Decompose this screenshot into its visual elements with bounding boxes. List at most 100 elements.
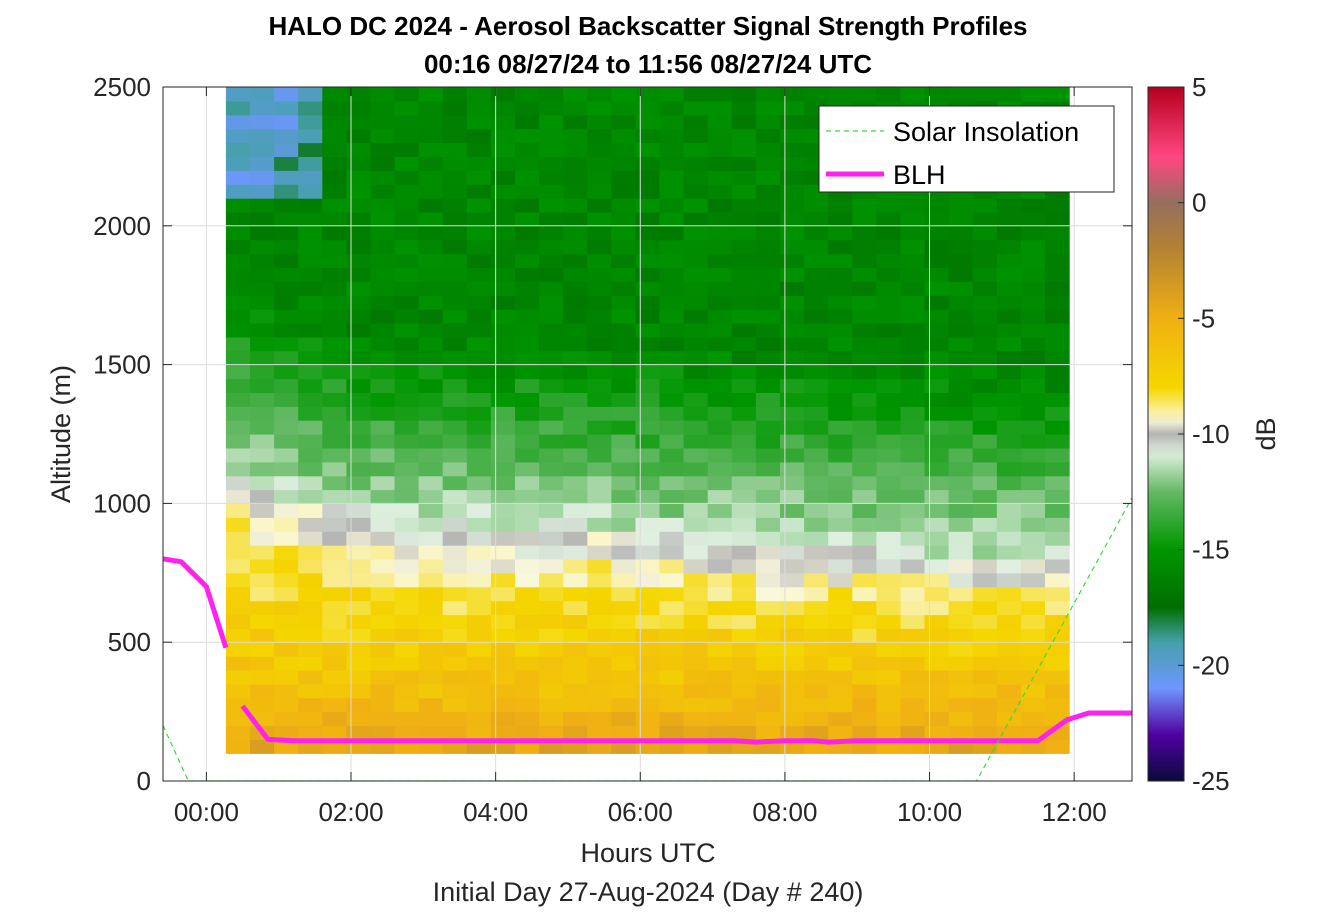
heatmap-cell bbox=[442, 267, 468, 282]
heatmap-cell bbox=[972, 211, 998, 227]
heatmap-cell bbox=[900, 447, 926, 463]
heatmap-cell bbox=[515, 683, 540, 699]
heatmap-cell bbox=[1020, 295, 1046, 310]
heatmap-cell bbox=[611, 281, 637, 296]
heatmap-cell bbox=[780, 545, 805, 560]
heatmap-cell bbox=[515, 336, 540, 352]
heatmap-cell bbox=[298, 295, 323, 310]
heatmap-cell bbox=[370, 350, 396, 366]
heatmap-cell bbox=[659, 489, 685, 504]
heatmap-cell bbox=[852, 323, 877, 338]
heatmap-cell bbox=[900, 323, 926, 338]
legend: Solar Insolation BLH bbox=[818, 105, 1115, 193]
heatmap-cell bbox=[587, 239, 612, 255]
heatmap-cell bbox=[466, 656, 492, 671]
heatmap-cell bbox=[587, 614, 612, 629]
heatmap-cell bbox=[442, 586, 468, 602]
heatmap-cell bbox=[972, 267, 998, 282]
heatmap-cell bbox=[924, 711, 950, 727]
heatmap-cell bbox=[225, 281, 251, 296]
heatmap-cell bbox=[876, 225, 902, 241]
heatmap-cell bbox=[442, 309, 468, 324]
heatmap-cell bbox=[539, 628, 564, 643]
heatmap-cell bbox=[1045, 670, 1070, 685]
heatmap-cell bbox=[635, 489, 661, 504]
colorbar-tick-label: -5 bbox=[1192, 303, 1215, 333]
heatmap-cell bbox=[370, 503, 396, 518]
heatmap-cell bbox=[683, 711, 709, 727]
heatmap-cell bbox=[322, 378, 347, 393]
heatmap-cell bbox=[683, 545, 709, 560]
heatmap-cell bbox=[852, 447, 877, 463]
heatmap-cell bbox=[515, 434, 540, 449]
heatmap-cell bbox=[587, 517, 612, 532]
heatmap-cell bbox=[972, 364, 998, 380]
heatmap-cell bbox=[274, 184, 299, 199]
heatmap-cell bbox=[539, 683, 564, 699]
heatmap-cell bbox=[250, 267, 275, 282]
heatmap-cell bbox=[322, 309, 347, 324]
heatmap-cell bbox=[900, 642, 926, 657]
heatmap-cell bbox=[250, 142, 275, 157]
heatmap-cell bbox=[563, 434, 588, 449]
heatmap-cell bbox=[828, 670, 853, 685]
heatmap-cell bbox=[490, 725, 516, 740]
heatmap-cell bbox=[828, 642, 853, 657]
heatmap-cell bbox=[418, 697, 444, 713]
heatmap-cell bbox=[370, 683, 396, 699]
heatmap-cell bbox=[635, 350, 661, 366]
heatmap-cell bbox=[707, 670, 733, 685]
heatmap-cell bbox=[780, 517, 805, 532]
heatmap-cell bbox=[1020, 211, 1046, 227]
series-line-blh-segment-1 bbox=[163, 556, 229, 649]
heatmap-cell bbox=[611, 406, 637, 421]
heatmap-cell bbox=[683, 558, 709, 574]
heatmap-cell bbox=[972, 350, 998, 366]
heatmap-cell bbox=[274, 309, 299, 324]
heatmap-cell bbox=[466, 267, 492, 282]
heatmap-cell bbox=[948, 683, 974, 699]
heatmap-cell bbox=[418, 142, 444, 157]
heatmap-cell bbox=[804, 350, 829, 366]
heatmap-cell bbox=[948, 628, 974, 643]
heatmap-cell bbox=[274, 170, 299, 185]
heatmap-cell bbox=[659, 600, 685, 616]
heatmap-cell bbox=[346, 503, 372, 518]
heatmap-cell bbox=[780, 323, 805, 338]
heatmap-cell bbox=[828, 309, 853, 324]
heatmap-cell bbox=[972, 642, 998, 657]
heatmap-cell bbox=[225, 461, 251, 477]
heatmap-cell bbox=[587, 711, 612, 727]
heatmap-cell bbox=[466, 586, 492, 602]
heatmap-cell bbox=[804, 267, 829, 282]
heatmap-cell bbox=[611, 711, 637, 727]
heatmap-cell bbox=[828, 656, 853, 671]
heatmap-cell bbox=[755, 281, 781, 296]
heatmap-cell bbox=[442, 503, 468, 518]
heatmap-cell bbox=[563, 600, 588, 616]
heatmap-cell bbox=[225, 225, 251, 241]
heatmap-cell bbox=[587, 558, 612, 574]
heatmap-cell bbox=[394, 87, 420, 102]
heatmap-cell bbox=[828, 447, 853, 463]
heatmap-cell bbox=[250, 586, 275, 602]
heatmap-cell bbox=[274, 406, 299, 421]
heatmap-cell bbox=[707, 211, 733, 227]
heatmap-cell bbox=[346, 253, 372, 269]
heatmap-cell bbox=[611, 114, 637, 130]
heatmap-cell bbox=[707, 156, 733, 171]
y-axis-label: Altitude (m) bbox=[46, 365, 76, 503]
heatmap-cell bbox=[900, 475, 926, 491]
heatmap-cell bbox=[659, 628, 685, 643]
heatmap-cell bbox=[442, 725, 468, 740]
heatmap-cell bbox=[1020, 309, 1046, 324]
heatmap-cell bbox=[346, 184, 372, 199]
heatmap-cell bbox=[996, 336, 1022, 352]
heatmap-cell bbox=[852, 670, 877, 685]
heatmap-cell bbox=[707, 420, 733, 435]
heatmap-cell bbox=[466, 239, 492, 255]
heatmap-cell bbox=[828, 531, 853, 546]
heatmap-cell bbox=[659, 447, 685, 463]
heatmap-cell bbox=[731, 323, 757, 338]
heatmap-cell bbox=[515, 170, 540, 185]
